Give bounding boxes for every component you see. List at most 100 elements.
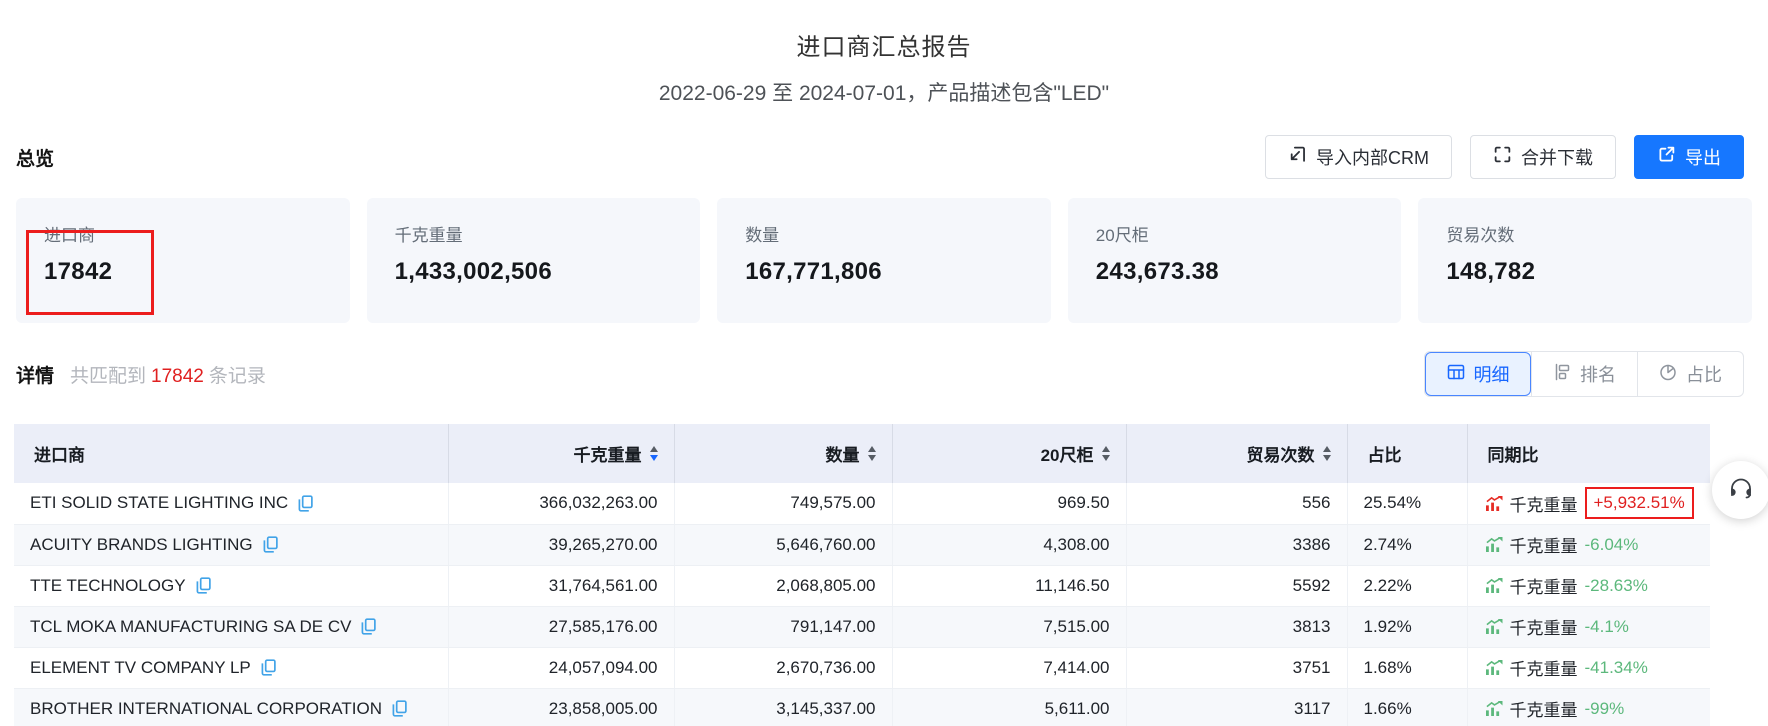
stat-value: 1,433,002,506 <box>394 258 552 285</box>
copy-icon[interactable] <box>298 495 313 512</box>
col-yoy: 同期比 <box>1467 424 1710 483</box>
view-tabs: 明细 排名 占比 <box>1424 351 1744 397</box>
import-icon <box>1288 145 1307 169</box>
yoy-value: -99% <box>1584 698 1625 718</box>
table-row: ACUITY BRANDS LIGHTING 39,265,270.00 5,6… <box>14 524 1710 566</box>
stat-label: 20尺柜 <box>1095 226 1149 245</box>
table-grid-icon <box>1447 363 1465 386</box>
share-cell: 2.74% <box>1347 524 1468 566</box>
yoy-metric-label: 千克重量 <box>1509 701 1578 720</box>
stat-card-teu: 20尺柜 243,673.38 <box>1067 198 1402 323</box>
ranking-icon <box>1553 363 1571 386</box>
stat-cards: 进口商 17842 千克重量 1,433,002,506 数量 167,771,… <box>0 198 1768 323</box>
headset-icon <box>1728 476 1754 505</box>
teu-cell: 5,611.00 <box>892 688 1127 726</box>
trades-cell: 3117 <box>1126 688 1348 726</box>
share-cell: 25.54% <box>1347 483 1468 525</box>
page-title: 进口商汇总报告 <box>796 34 972 61</box>
yoy-value: -41.34% <box>1584 657 1648 677</box>
col-teu[interactable]: 20尺柜 <box>892 424 1127 483</box>
tab-label: 排名 <box>1580 365 1616 385</box>
col-importer: 进口商 <box>14 424 449 483</box>
table-header-row: 进口商 千克重量 数量 20尺柜 贸易次数 占比 同期比 <box>14 424 1710 483</box>
trades-cell: 3386 <box>1126 524 1348 566</box>
teu-cell: 969.50 <box>892 483 1127 525</box>
merge-download-button[interactable]: 合并下载 <box>1470 135 1616 179</box>
stat-label: 进口商 <box>44 226 95 245</box>
table-row: ETI SOLID STATE LIGHTING INC 366,032,263… <box>14 483 1710 525</box>
yoy-value: -6.04% <box>1584 534 1639 554</box>
copy-icon[interactable] <box>261 659 276 676</box>
importer-name: BROTHER INTERNATIONAL CORPORATION <box>30 698 382 718</box>
export-button[interactable]: 导出 <box>1634 135 1744 179</box>
tab-detail[interactable]: 明细 <box>1425 352 1531 396</box>
quantity-cell: 3,145,337.00 <box>674 688 893 726</box>
weight-cell: 23,858,005.00 <box>448 688 675 726</box>
col-trades[interactable]: 贸易次数 <box>1126 424 1348 483</box>
share-cell: 1.66% <box>1347 688 1468 726</box>
importer-name: ACUITY BRANDS LIGHTING <box>30 534 253 554</box>
pie-chart-icon <box>1659 363 1677 386</box>
col-weight[interactable]: 千克重量 <box>448 424 675 483</box>
trend-chart-icon <box>1484 578 1503 593</box>
stat-card-importers: 进口商 17842 <box>16 198 350 323</box>
copy-icon[interactable] <box>392 700 407 717</box>
yoy-metric-label: 千克重量 <box>1509 660 1578 679</box>
weight-cell: 27,585,176.00 <box>448 606 675 648</box>
stat-value: 243,673.38 <box>1095 258 1219 285</box>
import-crm-label: 导入内部CRM <box>1316 148 1429 168</box>
table-row: BROTHER INTERNATIONAL CORPORATION 23,858… <box>14 688 1710 726</box>
tab-ranking[interactable]: 排名 <box>1531 352 1637 396</box>
quantity-cell: 2,670,736.00 <box>674 647 893 689</box>
share-cell: 2.22% <box>1347 565 1468 607</box>
overview-heading: 总览 <box>16 148 55 170</box>
yoy-metric-label: 千克重量 <box>1509 578 1578 597</box>
yoy-value: -28.63% <box>1584 575 1648 595</box>
copy-icon[interactable] <box>196 577 211 594</box>
table-row: TCL MOKA MANUFACTURING SA DE CV 27,585,1… <box>14 606 1710 648</box>
export-icon <box>1657 145 1676 169</box>
yoy-value: -4.1% <box>1584 616 1629 636</box>
copy-icon[interactable] <box>361 618 377 635</box>
merge-download-label: 合并下载 <box>1521 148 1593 168</box>
import-crm-button[interactable]: 导入内部CRM <box>1265 135 1452 179</box>
trend-chart-icon <box>1484 701 1503 716</box>
copy-icon[interactable] <box>263 536 278 553</box>
weight-cell: 24,057,094.00 <box>448 647 675 689</box>
sort-control[interactable] <box>867 446 876 461</box>
trend-chart-icon <box>1484 495 1503 511</box>
importer-name: TCL MOKA MANUFACTURING SA DE CV <box>30 616 352 636</box>
support-float-button[interactable] <box>1712 461 1768 519</box>
sort-control[interactable] <box>1101 446 1110 461</box>
sort-control[interactable] <box>1322 446 1331 461</box>
quantity-cell: 2,068,805.00 <box>674 565 893 607</box>
importers-table: 进口商 千克重量 数量 20尺柜 贸易次数 占比 同期比 ETI SOLID S… <box>14 424 1710 726</box>
stat-label: 千克重量 <box>394 226 463 245</box>
stat-label: 数量 <box>745 226 780 245</box>
tab-label: 明细 <box>1473 365 1510 385</box>
table-row: TTE TECHNOLOGY 31,764,561.00 2,068,805.0… <box>14 565 1710 607</box>
stat-value: 17842 <box>44 258 113 285</box>
sort-control[interactable] <box>649 446 658 461</box>
tab-share[interactable]: 占比 <box>1637 352 1743 396</box>
details-bar: 详情 共匹配到 17842 条记录 明细 排名 占比 <box>0 351 1768 397</box>
teu-cell: 7,414.00 <box>892 647 1127 689</box>
quantity-cell: 5,646,760.00 <box>674 524 893 566</box>
trend-chart-icon <box>1484 660 1503 675</box>
stat-card-trades: 贸易次数 148,782 <box>1418 198 1752 323</box>
merge-icon <box>1493 145 1512 169</box>
details-heading: 详情 <box>16 365 55 387</box>
col-quantity[interactable]: 数量 <box>674 424 893 483</box>
stat-value: 167,771,806 <box>745 258 882 285</box>
match-count: 17842 <box>151 365 204 387</box>
export-label: 导出 <box>1685 148 1721 168</box>
trades-cell: 556 <box>1126 483 1348 525</box>
tab-label: 占比 <box>1686 365 1722 385</box>
quantity-cell: 791,147.00 <box>674 606 893 648</box>
importer-name: ELEMENT TV COMPANY LP <box>30 657 251 677</box>
weight-cell: 31,764,561.00 <box>448 565 675 607</box>
importer-name: ETI SOLID STATE LIGHTING INC <box>30 493 289 513</box>
stat-card-quantity: 数量 167,771,806 <box>717 198 1051 323</box>
teu-cell: 4,308.00 <box>892 524 1127 566</box>
overview-bar: 总览 导入内部CRM 合并下载 导出 <box>0 135 1768 179</box>
